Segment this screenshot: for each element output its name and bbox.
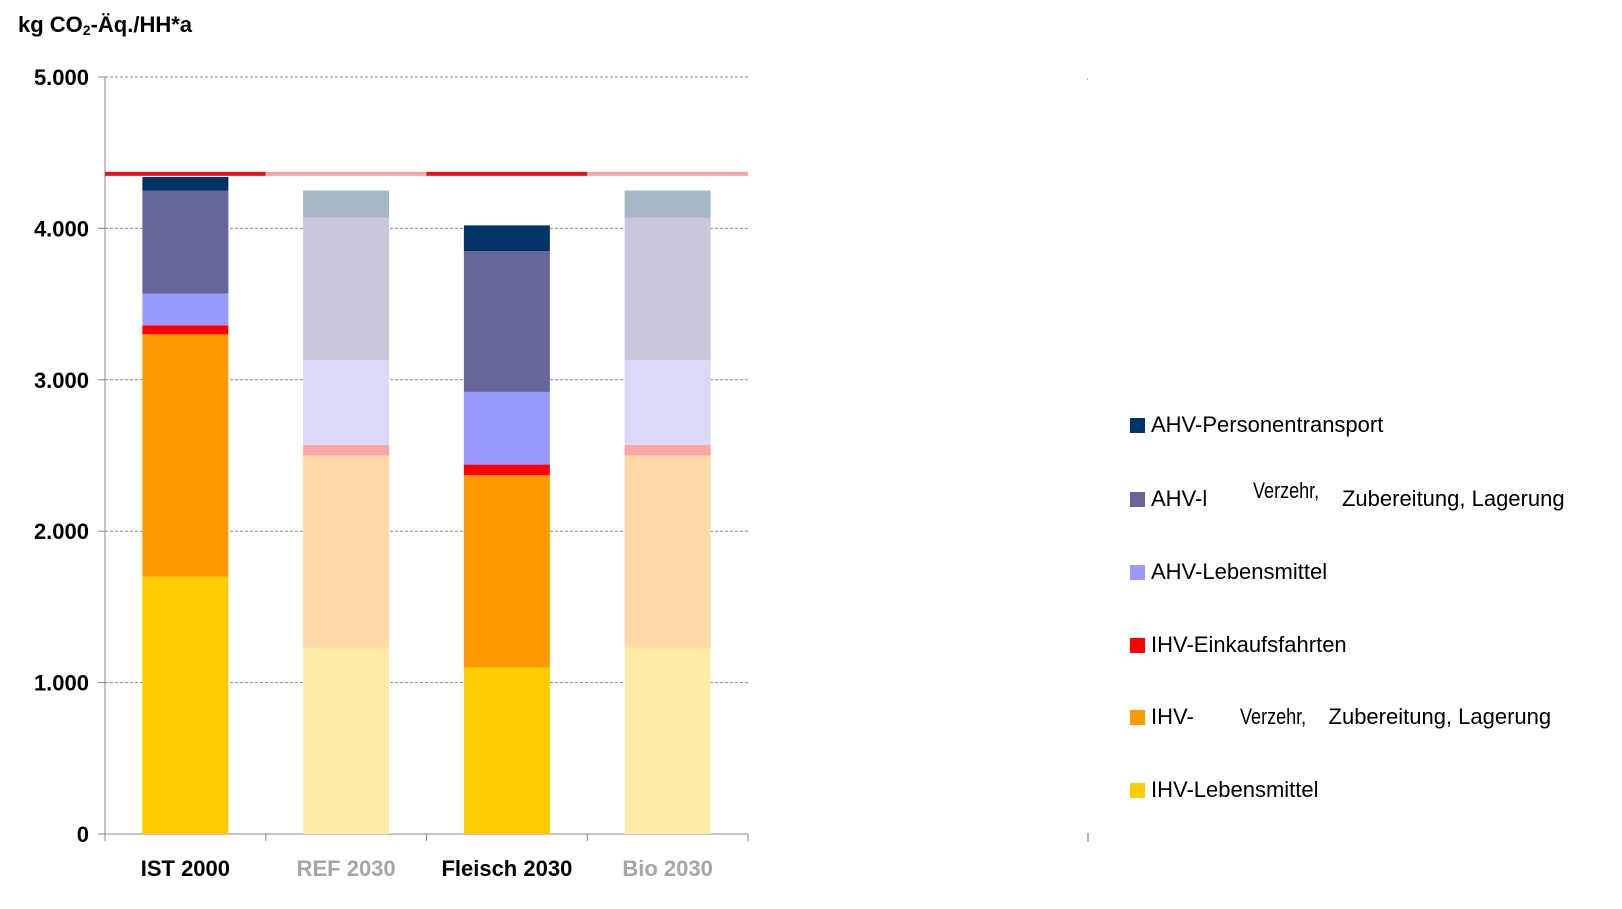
- legend-label: AHV-Personentransport: [1151, 412, 1384, 437]
- bar-segment-ahv_vz: [142, 190, 229, 294]
- y-tick-label: 1.000: [34, 671, 89, 696]
- legend-swatch: [1130, 564, 1145, 580]
- legend-swatch: [1130, 491, 1145, 507]
- legend-swatch: [1130, 417, 1145, 433]
- bar-segment-ihv_ek: [142, 325, 229, 335]
- legend-swatch: [1130, 709, 1145, 725]
- bar-segment-ihv_lm: [303, 647, 390, 834]
- bar-segment-ahv_vz: [624, 217, 711, 361]
- x-category-label: Bio 2030: [622, 856, 713, 881]
- legend-item-ahv-lebensmittel: AHV-Lebensmittel: [1130, 559, 1327, 585]
- legend-item-ahv-personentransport: AHV-Personentransport: [1130, 412, 1383, 438]
- y-axis-title: kg CO2-Äq./HH*a: [18, 12, 193, 38]
- bar-segment-ahv_pt: [624, 190, 711, 218]
- legend-label: IHV-Einkaufsfahrten: [1151, 632, 1347, 657]
- bar-segment-ihv_vz: [463, 475, 550, 668]
- bar-segment-ihv_ek: [303, 444, 390, 456]
- bar-segment-ihv_vz: [303, 455, 390, 648]
- bar-segment-ihv_vz: [624, 455, 711, 648]
- bar-segment-ahv_pt: [303, 190, 390, 218]
- legend-item-ahv-verzehr: AHV-l Verzehr, Zubereitung, Lagerung: [1130, 478, 1565, 512]
- bar-segment-ihv_ek: [463, 464, 550, 476]
- x-category-label: IST 2000: [141, 856, 230, 881]
- bar-segment-ihv_ek: [624, 444, 711, 456]
- x-category-label: Fleisch 2030: [441, 856, 572, 881]
- bar-segment-ahv_vz: [303, 217, 390, 361]
- legend-label: IHV-: [1151, 704, 1194, 729]
- legend-item-ihv-lebensmittel: IHV-Lebensmittel: [1130, 777, 1319, 803]
- y-tick-label: 2.000: [34, 519, 89, 544]
- y-tick-label: 3.000: [34, 368, 89, 393]
- bar-segment-ihv_lm: [463, 667, 550, 834]
- legend-label: AHV-Lebensmittel: [1151, 559, 1328, 584]
- bar-segment-ihv_vz: [142, 334, 229, 577]
- bar-segment-ahv_vz: [463, 251, 550, 392]
- legend-label: Zubereitung, Lagerung: [1341, 486, 1565, 511]
- legend-label: Zubereitung, Lagerung: [1328, 704, 1552, 729]
- y-tick-label: 5.000: [34, 65, 89, 90]
- y-tick-label: 0: [77, 822, 89, 847]
- legend-label: Verzehr,: [1239, 704, 1306, 729]
- bar-segment-ihv_lm: [624, 647, 711, 834]
- bar-segment-ahv_pt: [142, 176, 229, 191]
- legend-item-ihv-verzehr: IHV- Verzehr, Zubereitung, Lagerung: [1130, 704, 1551, 730]
- bar-segment-ahv_lm: [142, 293, 229, 326]
- y-tick-label: 4.000: [34, 216, 89, 241]
- x-category-label: REF 2030: [297, 856, 396, 881]
- legend-label: IHV-Lebensmittel: [1151, 777, 1319, 802]
- bar-segment-ahv_lm: [303, 360, 390, 445]
- legend-label: AHV-l: [1151, 486, 1208, 511]
- bar-segment-ihv_lm: [142, 576, 229, 834]
- bar-segment-ahv_pt: [463, 225, 550, 252]
- legend-item-ihv-einkaufsfahrten: IHV-Einkaufsfahrten: [1130, 632, 1347, 658]
- bar-segment-ahv_lm: [463, 391, 550, 465]
- legend-label: Verzehr,: [1253, 478, 1320, 503]
- legend-swatch: [1130, 637, 1145, 653]
- bar-segment-ahv_lm: [624, 360, 711, 445]
- legend-swatch: [1130, 782, 1145, 798]
